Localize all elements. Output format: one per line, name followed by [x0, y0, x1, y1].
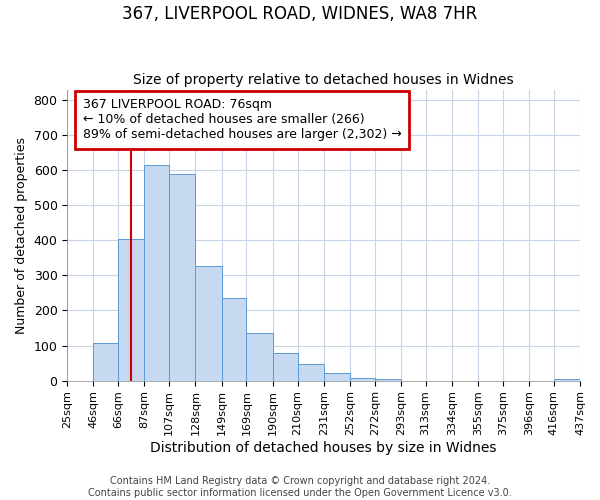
Bar	[350, 378, 374, 380]
Bar	[298, 364, 323, 380]
Text: 367 LIVERPOOL ROAD: 76sqm
← 10% of detached houses are smaller (266)
89% of semi: 367 LIVERPOOL ROAD: 76sqm ← 10% of detac…	[83, 98, 401, 142]
Bar	[554, 379, 580, 380]
Bar	[145, 166, 169, 380]
Bar	[323, 373, 350, 380]
Bar	[272, 353, 298, 380]
Bar	[94, 343, 118, 380]
Bar	[169, 174, 196, 380]
Text: Contains HM Land Registry data © Crown copyright and database right 2024.
Contai: Contains HM Land Registry data © Crown c…	[88, 476, 512, 498]
Bar	[247, 334, 272, 380]
Y-axis label: Number of detached properties: Number of detached properties	[15, 136, 28, 334]
Title: Size of property relative to detached houses in Widnes: Size of property relative to detached ho…	[133, 73, 514, 87]
Bar	[221, 298, 247, 380]
Bar	[374, 379, 401, 380]
Bar	[196, 266, 221, 380]
Text: 367, LIVERPOOL ROAD, WIDNES, WA8 7HR: 367, LIVERPOOL ROAD, WIDNES, WA8 7HR	[122, 5, 478, 23]
Bar	[118, 240, 145, 380]
X-axis label: Distribution of detached houses by size in Widnes: Distribution of detached houses by size …	[151, 441, 497, 455]
